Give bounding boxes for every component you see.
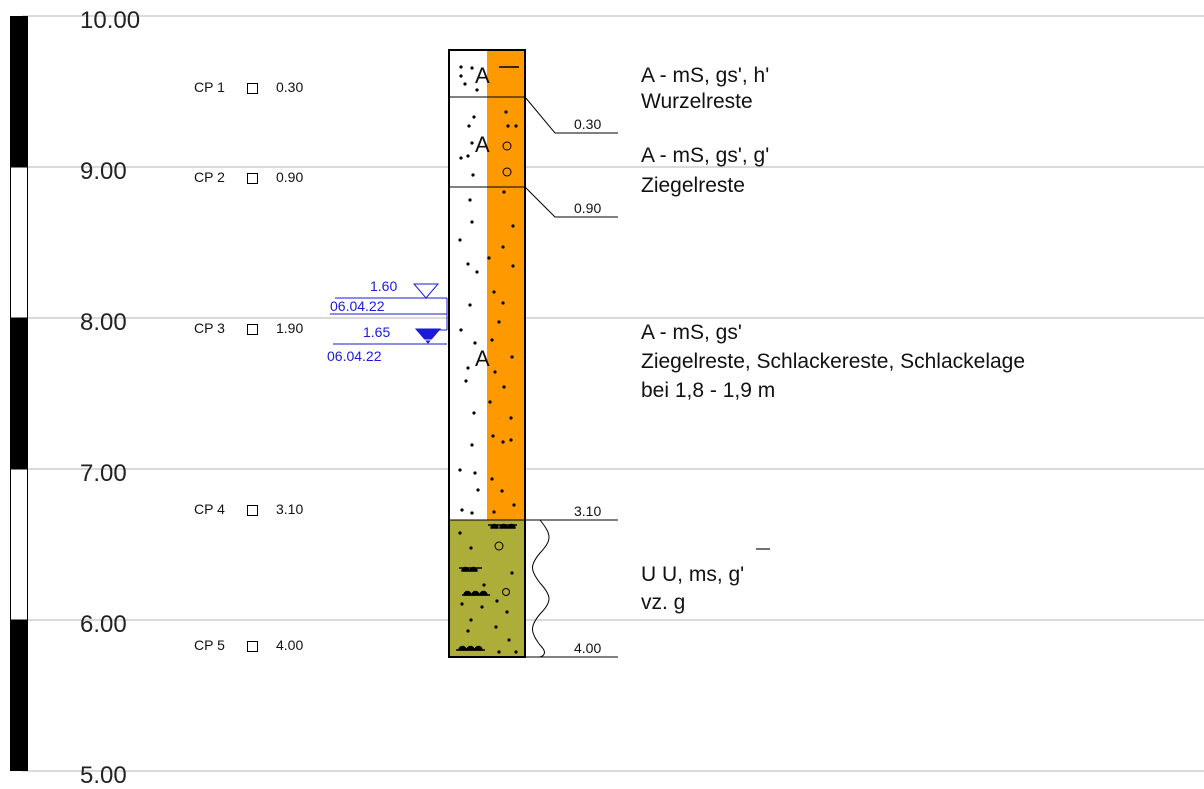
water-level-depth: 1.60: [370, 278, 397, 294]
layer-description-line: A - mS, gs', h': [641, 64, 769, 87]
silt-symbol-pattern: [456, 523, 517, 651]
layer-descriptions: A - mS, gs', h' Wurzelreste A - mS, gs',…: [641, 64, 1025, 614]
sample-box-icon: [247, 505, 258, 516]
layer-description-line: A - mS, gs': [641, 321, 742, 344]
axis-tick-label: 7.00: [80, 460, 127, 487]
sample-marker: CP 2 0.90: [194, 169, 303, 185]
sample-depth: 0.90: [276, 169, 303, 185]
sample-markers: CP 1 0.30 CP 2 0.90 CP 3 1.90 CP 4 3.10 …: [194, 79, 303, 653]
soft-consistency-wave-icon: [532, 519, 550, 658]
layer-description-line: A - mS, gs', g': [641, 144, 769, 167]
sand-dot-pattern: [458, 65, 518, 654]
sample-name: CP 1: [194, 79, 225, 95]
layer-code: A: [475, 346, 490, 371]
water-level-date: 06.04.22: [330, 298, 385, 314]
sample-box-icon: [247, 173, 258, 184]
fill-strip-anthropogenic: [487, 50, 525, 520]
layer-description-line: bei 1,8 - 1,9 m: [641, 379, 775, 402]
sample-depth: 0.30: [276, 79, 303, 95]
sample-marker: CP 4 3.10: [194, 501, 303, 517]
water-level-triangle-icon: [412, 283, 440, 299]
sample-marker: CP 5 4.00: [194, 637, 303, 653]
borehole-column: A A A: [448, 49, 526, 658]
sample-marker: CP 3 1.90: [194, 320, 303, 336]
layer-description-line: Ziegelreste: [641, 174, 745, 197]
sample-box-icon: [247, 324, 258, 335]
layer-description-line: U U, ms, g': [641, 563, 744, 586]
layer-boundaries: [449, 96, 525, 521]
sample-depth: 4.00: [276, 637, 303, 653]
layer-description-line: vz. g: [641, 591, 685, 614]
water-level-depth: 1.65: [363, 324, 390, 340]
gravel-circle-pattern: [494, 141, 512, 596]
axis-tick-label: 9.00: [80, 158, 127, 185]
water-level-marker: 1.60 06.04.22: [330, 278, 447, 315]
sample-name: CP 4: [194, 501, 225, 517]
sample-depth: 3.10: [276, 501, 303, 517]
water-level-date: 06.04.22: [327, 348, 382, 364]
sample-name: CP 5: [194, 637, 225, 653]
water-level-filled-triangle-icon: [414, 328, 442, 344]
depth-labels: 0.30 0.90 3.10 4.00: [574, 116, 601, 656]
axis-tick-label: 5.00: [80, 762, 127, 789]
axis-tick-label: 10.00: [80, 7, 140, 34]
layer-code: A: [475, 132, 490, 157]
layer-description-line: Ziegelreste, Schlackereste, Schlackelage: [641, 350, 1025, 373]
depth-leaders: [524, 96, 618, 658]
layer-bottom-depth: 0.90: [574, 200, 601, 216]
axis-tick-label: 8.00: [80, 309, 127, 336]
layer-description-line: Wurzelreste: [641, 90, 753, 113]
elevation-scale-bar: [10, 16, 28, 771]
fill-strip-silt: [449, 520, 525, 657]
sample-box-icon: [247, 83, 258, 94]
sample-box-icon: [247, 641, 258, 652]
axis-tick-label: 6.00: [80, 611, 127, 638]
sample-name: CP 2: [194, 169, 225, 185]
layer-code: A: [475, 63, 490, 88]
water-level-markers: 1.60 06.04.22 1.65 06.04.22: [327, 278, 448, 364]
axis-tick-labels: 10.00 9.00 8.00 7.00 6.00 5.00: [80, 7, 140, 789]
sample-marker: CP 1 0.30: [194, 79, 303, 95]
layer-bottom-depth: 4.00: [574, 640, 601, 656]
water-level-marker: 1.65 06.04.22: [327, 324, 447, 364]
sample-name: CP 3: [194, 320, 225, 336]
sample-depth: 1.90: [276, 320, 303, 336]
layer-bottom-depth: 3.10: [574, 503, 601, 519]
layer-bottom-depth: 0.30: [574, 116, 601, 132]
grid-lines: [22, 15, 1204, 772]
column-outline: [448, 49, 526, 658]
